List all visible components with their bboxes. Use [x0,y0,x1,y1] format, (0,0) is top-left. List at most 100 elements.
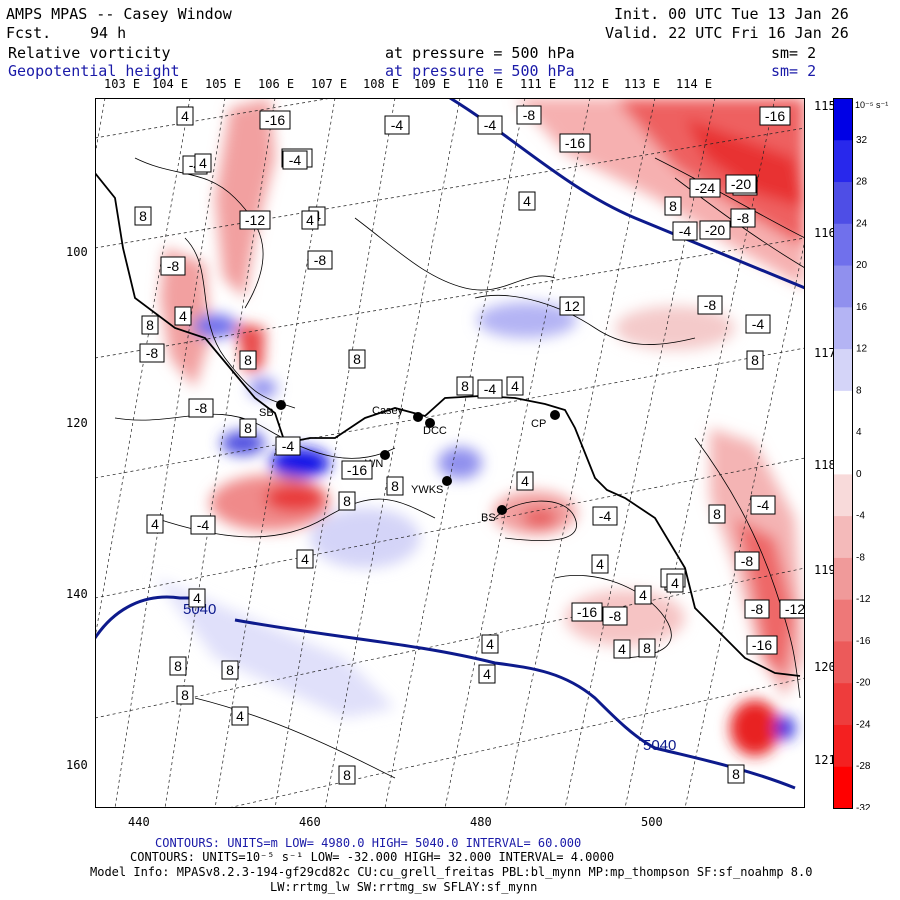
colorbar-label: 4 [856,427,862,438]
field1-name: Relative vorticity [8,44,171,62]
colorbar-cell [833,98,853,141]
contour-value-label: -24 [689,178,721,198]
contour-value-label: 4 [481,634,499,654]
map-frame [95,98,805,808]
colorbar-label: -32 [856,803,871,810]
vorticity-map: 5040 5040 SB Casey DCC CP WN YWKS BS 4 -1… [95,98,805,808]
contour-value-label: 4 [666,573,684,593]
height-contour-north [449,98,805,290]
contour-value-label: -4 [190,515,216,535]
colorbar-cell [833,766,853,809]
colorbar-cell [833,390,853,434]
svg-text:-4: -4 [197,517,210,533]
contour-value-label: 8 [708,504,726,524]
y-axis-tick-label: 120 [66,416,88,430]
svg-text:-4: -4 [289,152,302,168]
svg-text:-16: -16 [347,462,367,478]
contour-value-label: -8 [602,606,628,626]
svg-text:4: 4 [618,641,626,657]
svg-text:-4: -4 [757,497,770,513]
contour-value-label: -8 [697,295,723,315]
valid-time: Valid. 22 UTC Fri 16 Jan 26 [605,24,849,42]
svg-text:8: 8 [343,493,351,509]
contour-value-label: -12 [239,210,271,230]
contour-value-label: 4 [296,549,314,569]
top-longitude-label: 109 E [414,77,451,91]
colorbar-cell [833,140,853,183]
contour-value-label: 8 [239,418,257,438]
svg-text:8: 8 [244,420,252,436]
contour-value-label: 4 [613,639,631,659]
svg-text:8: 8 [751,352,759,368]
colorbar-label: -24 [856,719,871,730]
svg-text:8: 8 [226,662,234,678]
svg-text:8: 8 [643,640,651,656]
svg-text:4: 4 [236,708,244,724]
contour-value-label: 4 [518,191,536,211]
top-longitude-label: 112 E [573,77,610,91]
svg-text:4: 4 [483,666,491,682]
field1-smoothing: sm= 2 [771,44,817,62]
contour-value-label: 4 [478,664,496,684]
svg-text:4: 4 [639,587,647,603]
station-marker [550,410,560,420]
x-axis-tick-label: 500 [641,815,663,829]
forecast-hours: 94 h [90,24,127,42]
svg-text:-4: -4 [679,223,692,239]
colorbar-cell [833,432,853,475]
contour-value-label: 8 [348,349,366,369]
colorbar-cell [833,349,853,392]
top-longitude-label: 103 E [104,77,141,91]
svg-text:-4: -4 [391,117,404,133]
colorbar-label: 12 [856,344,868,355]
contour-value-label: -20 [699,220,731,240]
colorbar-label: 8 [856,385,862,396]
height-label: 5040 [643,737,676,754]
colorbar-label: -12 [856,594,871,605]
contour-value-label: -16 [746,635,778,655]
contour-value-label: -16 [559,133,591,153]
vorticity-contour-info: CONTOURS: UNITS=10⁻⁵ s⁻¹ LOW= -32.000 HI… [130,850,615,864]
model-info-radiation: LW:rrtmg_lw SW:rrtmg_sw SFLAY:sf_mynn [270,880,538,894]
y-axis-tick-label: 140 [66,587,88,601]
svg-text:8: 8 [343,767,351,783]
field2-smoothing: sm= 2 [771,62,817,80]
colorbar-label: -4 [856,511,865,522]
svg-text:12: 12 [564,298,580,314]
colorbar-label: 24 [856,218,868,229]
station-marker [442,476,452,486]
contour-value-label: 8 [338,491,356,511]
contour-value-label: -4 [477,115,503,135]
contour-value-label: 8 [746,350,764,370]
contour-value-label: -16 [259,110,291,130]
contour-value-label: 4 [174,306,192,326]
svg-text:8: 8 [139,208,147,224]
svg-text:8: 8 [353,351,361,367]
contour-value-label: -8 [516,105,542,125]
contour-value-label: 8 [134,206,152,226]
svg-text:-12: -12 [245,212,265,228]
station-label: SB [259,407,274,419]
svg-text:4: 4 [671,575,679,591]
svg-text:-8: -8 [195,400,208,416]
svg-text:-16: -16 [577,604,597,620]
svg-text:-20: -20 [705,222,725,238]
contour-value-label: -16 [341,460,373,480]
colorbar-label: -20 [856,678,871,689]
contour-value-label: 8 [338,765,356,785]
svg-text:-16: -16 [265,112,285,128]
colorbar-label: 0 [856,469,862,480]
contour-value-label: -20 [725,174,757,194]
contour-value-label: -4 [750,495,776,515]
top-longitude-label: 111 E [520,77,557,91]
colorbar-cell [833,474,853,517]
contour-value-label: 8 [169,656,187,676]
colorbar-label: 16 [856,302,868,313]
top-longitude-label: 107 E [311,77,348,91]
contour-value-label: 4 [634,585,652,605]
colorbar-unit: 10⁻⁵ s⁻¹ [855,100,888,110]
contour-value-label: -4 [282,150,308,170]
svg-text:-8: -8 [167,258,180,274]
contour-value-label: 8 [664,196,682,216]
forecast-label: Fcst. [6,24,52,42]
